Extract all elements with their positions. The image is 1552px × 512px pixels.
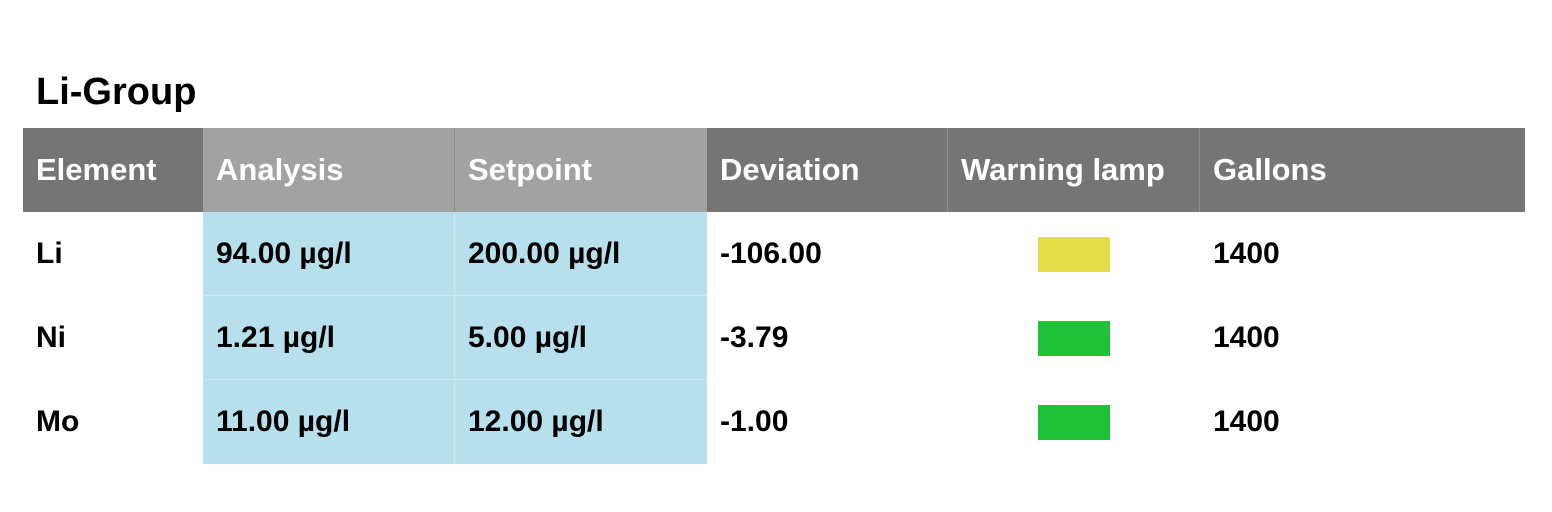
green-lamp-icon (1038, 320, 1110, 356)
cell-warning-lamp (948, 212, 1200, 296)
cell-setpoint: 5.00 µg/l (455, 296, 707, 380)
cell-deviation: -3.79 (720, 321, 789, 354)
green-lamp-icon (1038, 404, 1110, 440)
column-header-analysis: Analysis (203, 128, 455, 212)
column-header-deviation: Deviation (707, 128, 948, 212)
column-header-setpoint: Setpoint (455, 128, 707, 212)
cell-element: Ni (36, 321, 66, 354)
element-table: Element Analysis Setpoint Deviation Warn… (23, 128, 1525, 464)
cell-gallons: 1400 (1213, 405, 1280, 438)
column-header-gallons: Gallons (1200, 128, 1525, 212)
cell-warning-lamp (948, 296, 1200, 380)
cell-warning-lamp (948, 380, 1200, 464)
cell-gallons: 1400 (1213, 321, 1280, 354)
column-header-warning-lamp: Warning lamp (948, 128, 1200, 212)
cell-setpoint: 200.00 µg/l (455, 212, 707, 296)
column-header-element: Element (23, 128, 203, 212)
cell-analysis: 11.00 µg/l (203, 380, 455, 464)
cell-deviation: -1.00 (720, 405, 789, 438)
cell-analysis: 1.21 µg/l (203, 296, 455, 380)
yellow-lamp-icon (1038, 236, 1110, 272)
cell-analysis: 94.00 µg/l (203, 212, 455, 296)
cell-element: Li (36, 237, 63, 270)
cell-setpoint: 12.00 µg/l (455, 380, 707, 464)
page-title: Li-Group (36, 71, 197, 113)
cell-element: Mo (36, 405, 80, 438)
cell-gallons: 1400 (1213, 237, 1280, 270)
cell-deviation: -106.00 (720, 237, 822, 270)
